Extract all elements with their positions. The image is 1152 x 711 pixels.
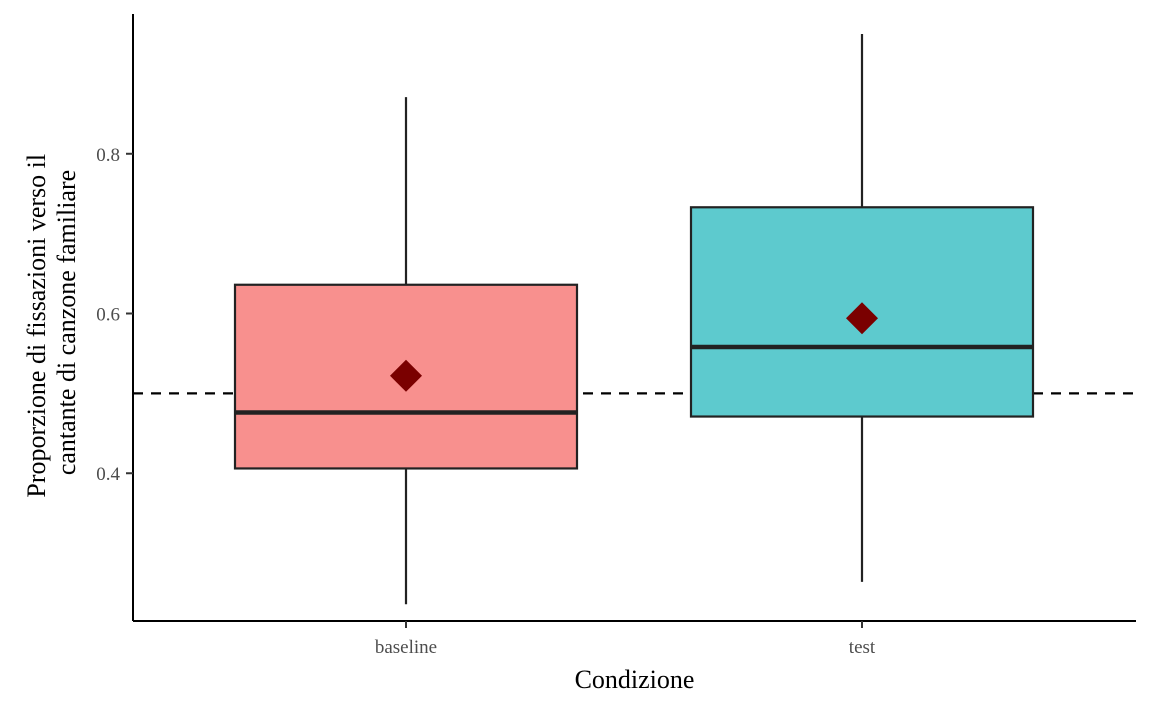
y-tick-label: 0.4 bbox=[96, 464, 120, 485]
mean-marker bbox=[846, 302, 878, 335]
y-axis-title-line-2: cantante di canzone familiare bbox=[52, 170, 81, 475]
y-tick-label: 0.6 bbox=[96, 305, 120, 326]
mean-marker bbox=[390, 359, 422, 392]
box-group-test bbox=[689, 33, 1035, 582]
x-axis-title: Condizione bbox=[575, 665, 695, 694]
boxes-layer bbox=[233, 33, 1035, 605]
ticks-layer: 0.4 0.6 0.8 baseline test bbox=[96, 145, 876, 658]
axes-layer bbox=[132, 14, 1136, 622]
y-axis-title-line-1: Proporzione di fissazioni verso il bbox=[22, 154, 51, 498]
x-tick-label: test bbox=[849, 637, 876, 658]
y-tick-label: 0.8 bbox=[96, 145, 120, 166]
box-group-baseline bbox=[233, 97, 579, 605]
x-tick-label: baseline bbox=[375, 637, 437, 658]
y-axis-title: Proporzione di fissazioni verso il canta… bbox=[22, 147, 81, 497]
